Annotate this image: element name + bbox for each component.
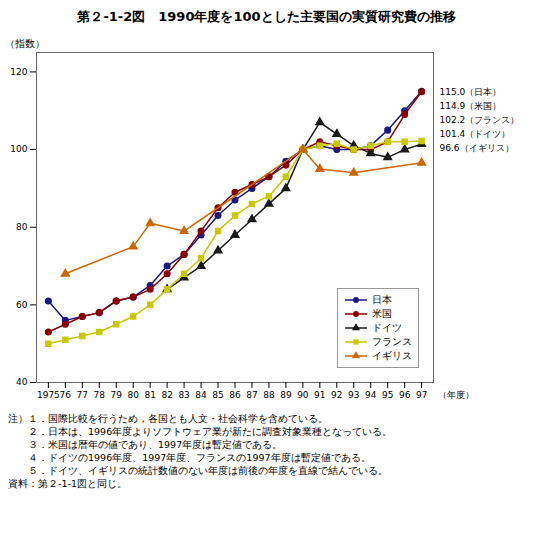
- html-text:イギリス: イギリス: [372, 350, 412, 361]
- html-text:２．日本は、1996年度よりソフトウェア業が新たに調査対象業: ２．日本は、1996年度よりソフトウェア業が新たに調査対象業種となっている。: [8, 426, 393, 437]
- svg-text:81: 81: [144, 390, 155, 400]
- svg-text:82: 82: [161, 390, 172, 400]
- svg-text:91: 91: [314, 390, 325, 400]
- html-text:３．米国は暦年の値であり、1997年度は暫定値である。: ３．米国は暦年の値であり、1997年度は暫定値である。: [8, 439, 283, 450]
- svg-text:114.9（米国）: 114.9（米国）: [440, 101, 502, 111]
- svg-text:101.4（ドイツ）: 101.4（ドイツ）: [440, 129, 511, 139]
- svg-text:92: 92: [331, 390, 342, 400]
- svg-text:86: 86: [229, 390, 241, 400]
- svg-text:83: 83: [178, 390, 189, 400]
- svg-text:1975: 1975: [37, 390, 60, 400]
- svg-text:100: 100: [10, 144, 27, 154]
- svg-text:115.0（日本）: 115.0（日本）: [440, 87, 502, 97]
- svg-text:77: 77: [77, 390, 88, 400]
- svg-text:102.2（フランス）: 102.2（フランス）: [440, 115, 520, 125]
- svg-text:93: 93: [348, 390, 359, 400]
- html-text:ドイツ: ドイツ: [372, 322, 402, 333]
- html-text:注）１．国際比較を行うため，各国とも人文・社会科学を含めてい: 注）１．国際比較を行うため，各国とも人文・社会科学を含めている。: [8, 413, 328, 424]
- svg-text:89: 89: [280, 390, 292, 400]
- html-text:４．ドイツの1996年度、1997年度、フランスの1997年: ４．ドイツの1996年度、1997年度、フランスの1997年度は暫定値である。: [8, 452, 371, 463]
- html-text:日本: 日本: [372, 294, 392, 305]
- svg-text:80: 80: [127, 390, 139, 400]
- svg-text:40: 40: [16, 377, 28, 387]
- svg-text:78: 78: [94, 390, 106, 400]
- svg-text:96: 96: [399, 390, 411, 400]
- svg-text:97: 97: [416, 390, 427, 400]
- html-text:資料：第２-1-1図と同じ。: 資料：第２-1-1図と同じ。: [8, 478, 127, 489]
- html-text:フランス: フランス: [372, 336, 412, 347]
- svg-text:（年度）: （年度）: [438, 390, 474, 400]
- svg-text:60: 60: [16, 300, 28, 310]
- svg-text:76: 76: [60, 390, 72, 400]
- svg-text:96.6（イギリス）: 96.6（イギリス）: [440, 143, 514, 153]
- svg-text:88: 88: [263, 390, 275, 400]
- svg-text:（指数）: （指数）: [5, 38, 45, 49]
- svg-text:84: 84: [195, 390, 207, 400]
- svg-text:80: 80: [16, 222, 28, 232]
- svg-text:94: 94: [365, 390, 377, 400]
- svg-text:79: 79: [111, 390, 123, 400]
- html-text:５．ドイツ、イギリスの統計数値のない年度は前後の年度を直線で: ５．ドイツ、イギリスの統計数値のない年度は前後の年度を直線で結んでいる。: [8, 465, 388, 476]
- svg-text:87: 87: [246, 390, 257, 400]
- svg-text:120: 120: [10, 67, 27, 77]
- svg-text:85: 85: [212, 390, 223, 400]
- svg-text:90: 90: [297, 390, 309, 400]
- html-text:第２-1-2図 1990年度を100とした主要国の実質研究費: 第２-1-2図 1990年度を100とした主要国の実質研究費の推移: [77, 9, 456, 24]
- svg-text:95: 95: [382, 390, 393, 400]
- html-text:米国: 米国: [372, 308, 392, 319]
